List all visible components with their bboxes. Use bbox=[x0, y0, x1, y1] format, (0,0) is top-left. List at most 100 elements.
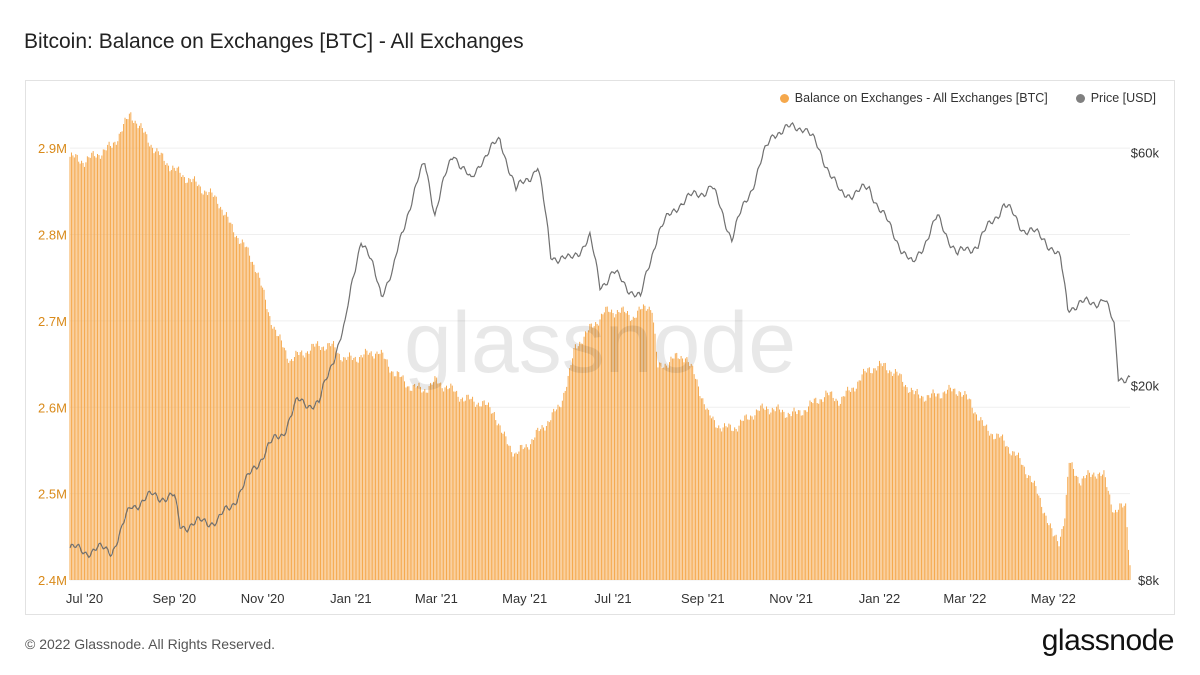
balance-bar bbox=[570, 365, 572, 580]
balance-bar bbox=[590, 323, 592, 580]
balance-bar bbox=[551, 412, 553, 580]
balance-bar bbox=[989, 435, 991, 580]
balance-bar bbox=[693, 374, 695, 580]
balance-bar bbox=[112, 142, 114, 581]
balance-bar bbox=[163, 160, 165, 580]
balance-bar bbox=[134, 120, 136, 580]
balance-bar bbox=[735, 429, 737, 580]
balance-bar bbox=[1123, 505, 1125, 580]
balance-bar bbox=[369, 352, 371, 580]
balance-bar bbox=[871, 373, 873, 580]
balance-bar bbox=[78, 161, 80, 580]
legend-item-balance[interactable]: Balance on Exchanges - All Exchanges [BT… bbox=[779, 91, 1048, 105]
balance-bar bbox=[848, 390, 850, 580]
balance-bar bbox=[650, 310, 652, 580]
balance-bar bbox=[102, 149, 104, 580]
balance-bar bbox=[690, 363, 692, 580]
balance-bar bbox=[865, 372, 867, 580]
balance-bar bbox=[767, 409, 769, 580]
balance-bar bbox=[318, 345, 320, 580]
balance-bar bbox=[335, 353, 337, 580]
balance-bar bbox=[221, 209, 223, 580]
balance-bar bbox=[296, 351, 298, 580]
balance-bar bbox=[618, 312, 620, 580]
balance-bar bbox=[976, 414, 977, 580]
balance-bar bbox=[990, 433, 992, 580]
balance-bar bbox=[1041, 506, 1043, 580]
balance-bar bbox=[535, 429, 537, 580]
balance-bar bbox=[1031, 482, 1033, 580]
balance-bar bbox=[205, 191, 207, 580]
balance-bar bbox=[628, 314, 630, 580]
balance-bar bbox=[616, 310, 618, 580]
balance-bar bbox=[687, 362, 689, 580]
balance-bar bbox=[347, 356, 349, 580]
balance-bar bbox=[754, 415, 756, 580]
balance-bar bbox=[417, 386, 419, 580]
balance-bar bbox=[732, 431, 734, 580]
balance-bar bbox=[896, 371, 898, 580]
balance-bar bbox=[502, 433, 504, 580]
balance-bar bbox=[1112, 512, 1114, 580]
balance-bar bbox=[76, 154, 78, 580]
balance-bar bbox=[842, 396, 844, 580]
balance-bar bbox=[124, 117, 126, 580]
balance-bar bbox=[121, 131, 123, 581]
balance-bar bbox=[482, 401, 484, 580]
balance-bar bbox=[176, 167, 178, 580]
balance-bar bbox=[156, 148, 158, 580]
balance-bar bbox=[370, 351, 372, 580]
legend-label-price: Price [USD] bbox=[1090, 91, 1156, 105]
balance-bar bbox=[464, 400, 466, 580]
balance-bar bbox=[711, 418, 712, 580]
balance-bar bbox=[362, 357, 363, 580]
balance-bar bbox=[273, 326, 275, 580]
balance-bar bbox=[828, 395, 830, 580]
balance-bar bbox=[1075, 475, 1077, 580]
balance-bar bbox=[73, 157, 75, 580]
balance-bar bbox=[705, 409, 707, 580]
legend-item-price[interactable]: Price [USD] bbox=[1075, 91, 1156, 105]
balance-bar bbox=[136, 123, 138, 580]
balance-bar bbox=[152, 147, 154, 580]
balance-bar bbox=[761, 403, 763, 580]
balance-bar bbox=[1086, 475, 1088, 580]
balance-bar bbox=[860, 380, 862, 580]
balance-bar bbox=[419, 386, 421, 580]
balance-bar bbox=[984, 425, 986, 580]
balance-bar bbox=[583, 336, 585, 580]
balance-bar bbox=[905, 384, 907, 580]
balance-bar bbox=[1087, 470, 1089, 580]
balance-bar bbox=[99, 158, 101, 580]
balance-bar bbox=[262, 287, 264, 580]
balance-bar bbox=[965, 394, 967, 580]
balance-bar bbox=[758, 410, 760, 580]
balance-bar bbox=[658, 362, 660, 580]
balance-bar bbox=[747, 419, 749, 580]
balance-bar bbox=[744, 415, 746, 580]
balance-bar bbox=[783, 411, 785, 580]
balance-bar bbox=[207, 195, 209, 581]
balance-bar bbox=[404, 381, 405, 580]
balance-bar bbox=[647, 309, 649, 580]
balance-bar bbox=[519, 445, 521, 580]
balance-bar bbox=[608, 311, 610, 580]
balance-bar bbox=[637, 310, 639, 580]
balance-bar bbox=[845, 390, 847, 580]
balance-bar bbox=[774, 411, 776, 580]
balance-bar bbox=[418, 382, 420, 580]
balance-bar bbox=[776, 406, 778, 580]
balance-bar bbox=[642, 304, 644, 580]
balance-bar bbox=[230, 222, 232, 580]
balance-bar bbox=[847, 386, 849, 580]
balance-bar bbox=[726, 427, 728, 580]
balance-bar bbox=[350, 355, 352, 580]
balance-bar bbox=[509, 445, 511, 580]
balance-bar bbox=[955, 394, 957, 580]
balance-bar bbox=[728, 423, 730, 580]
balance-bar bbox=[751, 416, 753, 580]
balance-bar bbox=[192, 178, 194, 580]
balance-bar bbox=[721, 431, 723, 580]
balance-bar bbox=[405, 387, 407, 580]
balance-bar bbox=[470, 398, 472, 580]
